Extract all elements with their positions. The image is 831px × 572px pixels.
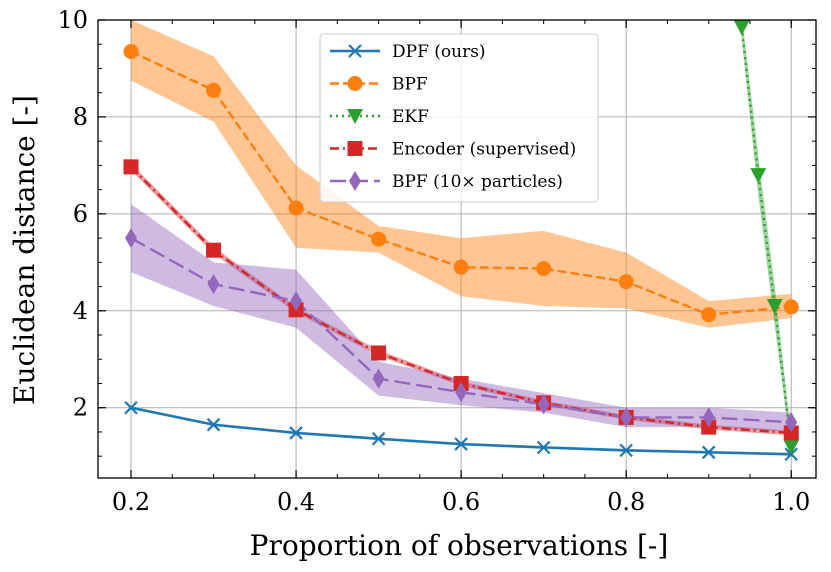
tick-labels: 0.2 0.4 0.6 0.8 1.0 2 4 6 8 10 (57, 6, 810, 516)
bpf-point (123, 44, 139, 60)
dpf-ours-point (289, 426, 303, 440)
dpf-ours-point-stroke-b (536, 440, 551, 455)
bpf-point (288, 200, 304, 216)
bpf-point (453, 259, 469, 275)
bpf-10-particles-point (537, 394, 550, 415)
y-tick-label: 2 (73, 394, 88, 422)
axes (97, 19, 817, 479)
y-tick-label: 10 (57, 6, 88, 34)
legend-marker-dpf-ours-stroke-b (348, 44, 362, 58)
bpf-10-particles-point (125, 228, 138, 249)
legend-label-encoder-supervised: Encoder (supervised) (392, 140, 576, 160)
y-tick-label: 6 (73, 200, 88, 228)
dpf-ours-point (206, 417, 221, 432)
dpf-ours-point-stroke-b (371, 431, 386, 446)
dpf-ours-point-stroke-b (454, 437, 468, 451)
ekf-point (766, 298, 783, 314)
ekf-point (750, 168, 767, 184)
legend-marker-encoder-supervised (347, 141, 363, 156)
x-tick-label: 0.4 (277, 488, 315, 516)
dpf-ours-band (131, 406, 792, 456)
dpf-ours-point-stroke-b (289, 426, 303, 440)
legend-marker-bpf (347, 76, 363, 91)
x-tick-label: 1.0 (772, 488, 810, 516)
bpf-10-particles-point (455, 382, 468, 403)
bpf-point (783, 299, 799, 315)
y-tick-label: 4 (73, 297, 88, 325)
y-tick-label: 8 (73, 103, 88, 131)
legend-marker-bpf-10-particles (349, 171, 361, 191)
bpf-10-particles-point (372, 368, 385, 389)
bpf-point (536, 261, 552, 277)
plot-frame (97, 19, 817, 479)
dpf-ours-point (619, 443, 633, 458)
legend-marker-dpf-ours (348, 44, 362, 58)
bpf-point (206, 82, 222, 98)
x-tick-label: 0.6 (442, 488, 480, 516)
y-axis-label: Euclidean distance [-] (8, 95, 41, 405)
dpf-ours-point-stroke-b (701, 445, 716, 460)
bpf-point (701, 307, 717, 323)
legend-label-dpf-ours: DPF (ours) (392, 42, 486, 62)
encoder-supervised-point (371, 345, 387, 361)
legend-label-bpf-10-particles: BPF (10× particles) (392, 172, 563, 192)
x-tick-label: 0.2 (112, 488, 150, 516)
dpf-ours-point (536, 440, 551, 455)
ekf-point (733, 20, 750, 36)
encoder-supervised-point (206, 242, 222, 258)
bpf-point (618, 274, 634, 290)
legend-marker-ekf (347, 109, 363, 124)
series-markers (123, 20, 800, 462)
ekf-point (783, 439, 800, 455)
dpf-ours-point (371, 431, 386, 446)
bpf-10-particles-point (702, 407, 715, 428)
legend-item-bpf: BPF (330, 75, 428, 95)
dpf-ours-point (454, 437, 468, 451)
x-tick-label: 0.8 (607, 488, 645, 516)
dpf-ours-point-stroke-b (206, 417, 221, 432)
bpf-point (371, 231, 387, 247)
bpf-10-particles-point (290, 291, 303, 312)
bpf-10-particles-point (785, 412, 798, 433)
dpf-ours-point-stroke-b (619, 443, 633, 458)
legend-item-dpf-ours: DPF (ours) (330, 42, 486, 62)
legend-box (319, 33, 599, 203)
x-axis-label: Proportion of observations [-] (250, 529, 669, 562)
legend: DPF (ours) BPF EKF Encoder (supervised) BPF … (319, 33, 599, 203)
encoder-supervised-point (123, 159, 139, 175)
dpf-ours-point-stroke-b (124, 400, 138, 415)
bpf-10-particles-point (620, 407, 633, 428)
legend-item-ekf: EKF (330, 107, 429, 127)
dpf-ours-point (124, 400, 138, 415)
legend-label-bpf: BPF (392, 75, 428, 95)
legend-item-bpf-10-particles: BPF (10× particles) (330, 171, 563, 192)
encoder-supervised-point (783, 425, 799, 441)
dpf-ours-point (701, 445, 716, 460)
bpf-10-particles-point (207, 274, 220, 295)
legend-item-encoder-supervised: Encoder (supervised) (330, 140, 576, 160)
legend-label-ekf: EKF (392, 107, 429, 127)
